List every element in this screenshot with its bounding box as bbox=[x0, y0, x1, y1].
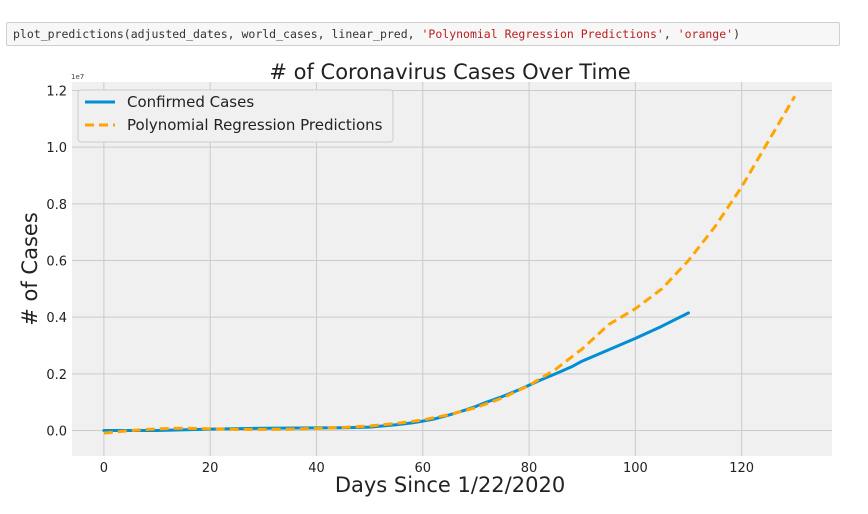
chart-title: # of Coronavirus Cases Over Time bbox=[269, 60, 630, 84]
code-sep: , bbox=[663, 27, 678, 41]
x-axis-label: Days Since 1/22/2020 bbox=[335, 473, 565, 497]
code-close: ) bbox=[733, 27, 741, 41]
x-tick-label: 80 bbox=[521, 461, 538, 476]
code-args: (adjusted_dates, world_cases, linear_pre… bbox=[123, 27, 422, 41]
legend-box bbox=[77, 89, 394, 143]
series-layer bbox=[102, 95, 797, 435]
code-cell[interactable]: plot_predictions(adjusted_dates, world_c… bbox=[6, 22, 840, 46]
y-axis-label: # of Cases bbox=[18, 212, 42, 326]
code-func: plot_predictions bbox=[13, 27, 124, 41]
legend: Confirmed Cases Polynomial Regression Pr… bbox=[77, 89, 394, 143]
series-line-predictions bbox=[103, 95, 797, 435]
legend-label-predictions: Polynomial Regression Predictions bbox=[127, 116, 383, 134]
code-arg-color: 'orange' bbox=[677, 27, 734, 41]
y-scale-label: 1e7 bbox=[71, 73, 84, 81]
x-tick-label: 60 bbox=[414, 461, 431, 476]
x-tick-label: 100 bbox=[623, 461, 648, 476]
plot-area bbox=[72, 82, 832, 456]
x-tick-label: 120 bbox=[729, 461, 754, 476]
x-tick-label: 40 bbox=[308, 461, 325, 476]
y-tick-label: 0.2 bbox=[46, 368, 67, 383]
chart-container: 0 20 40 60 80 100 120 0.0 0.2 0.4 0.6 0.8 1.0 1.2 # o… bbox=[0, 50, 868, 509]
x-tick-label: 20 bbox=[202, 461, 219, 476]
legend-label-confirmed: Confirmed Cases bbox=[127, 93, 254, 111]
axis-ticks: 0 20 40 60 80 100 120 0.0 0.2 0.4 0.6 0.8 1.0 1.2 bbox=[46, 85, 754, 477]
x-tick-label: 0 bbox=[100, 461, 108, 476]
line-chart: 0 20 40 60 80 100 120 0.0 0.2 0.4 0.6 0.8 1.0 1.2 # o… bbox=[18, 60, 832, 497]
y-tick-label: 1.2 bbox=[46, 85, 67, 100]
y-tick-label: 0.6 bbox=[46, 255, 67, 270]
y-tick-label: 0.8 bbox=[46, 198, 67, 213]
y-tick-label: 1.0 bbox=[46, 141, 67, 156]
code-arg-title: 'Polynomial Regression Predictions' bbox=[421, 27, 664, 41]
y-tick-label: 0.0 bbox=[46, 425, 67, 440]
y-tick-label: 0.4 bbox=[46, 311, 67, 326]
